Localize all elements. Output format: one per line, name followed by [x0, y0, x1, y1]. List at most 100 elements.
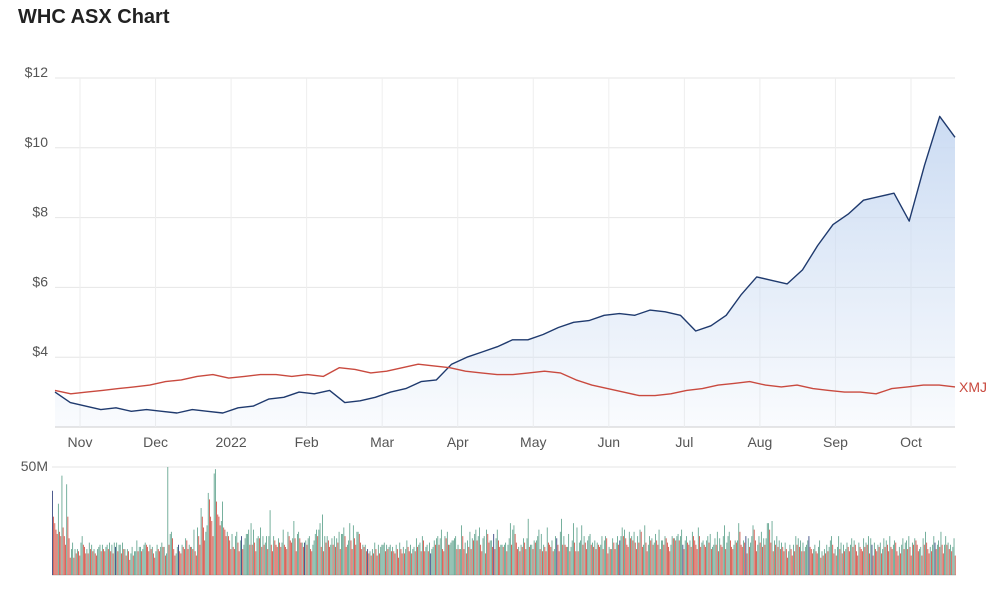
- volume-bar: [138, 546, 140, 575]
- volume-bar: [67, 516, 69, 575]
- volume-bar: [658, 529, 660, 575]
- volume-bar: [272, 551, 273, 575]
- volume-bar: [850, 544, 851, 575]
- price-x-tick-label: Dec: [143, 434, 168, 450]
- volume-bar: [118, 544, 120, 575]
- volume-bar: [318, 529, 320, 575]
- volume-bar: [542, 551, 543, 575]
- volume-bar: [557, 544, 559, 575]
- volume-bar: [921, 555, 923, 575]
- volume-bar: [260, 527, 261, 575]
- volume-bar: [935, 549, 937, 575]
- volume-bar: [567, 546, 568, 575]
- volume-bar: [436, 538, 438, 575]
- volume-bar: [455, 536, 457, 575]
- volume-bar: [320, 546, 322, 575]
- volume-bar: [178, 544, 179, 575]
- volume-bar: [499, 546, 501, 575]
- volume-bar: [413, 546, 415, 575]
- volume-bar: [135, 551, 137, 575]
- volume-bar: [407, 546, 409, 575]
- volume-bar: [429, 542, 430, 575]
- volume-bar: [391, 551, 392, 575]
- volume-bar: [363, 546, 365, 575]
- volume-bar: [298, 531, 300, 575]
- volume-bar: [802, 542, 804, 575]
- volume-bar: [285, 546, 286, 575]
- volume-bar: [562, 544, 564, 575]
- volume-bar: [256, 538, 258, 575]
- volume-bar: [145, 544, 147, 575]
- volume-bar: [100, 551, 102, 575]
- volume-bar: [230, 549, 232, 575]
- volume-bar: [538, 529, 540, 575]
- volume-bar: [531, 544, 533, 575]
- volume-bar: [526, 538, 528, 575]
- volume-bar: [157, 549, 159, 575]
- volume-bar: [134, 551, 135, 575]
- volume-bar: [860, 549, 862, 575]
- volume-bar: [511, 544, 512, 575]
- volume-bar: [293, 521, 295, 575]
- volume-bar: [488, 542, 490, 575]
- volume-bar: [895, 542, 897, 575]
- volume-bar: [179, 551, 181, 575]
- volume-bar: [732, 549, 734, 575]
- volume-bar: [450, 542, 452, 575]
- volume-bar: [332, 544, 334, 575]
- volume-bar: [665, 538, 667, 575]
- volume-bar: [278, 538, 279, 575]
- volume-bar: [75, 553, 77, 575]
- volume-bar: [335, 546, 336, 575]
- volume-bar: [705, 546, 706, 575]
- price-y-tick-label: $4: [32, 343, 48, 359]
- volume-bar: [235, 536, 237, 575]
- volume-bar: [572, 523, 574, 575]
- price-x-tick-label: Aug: [747, 434, 772, 450]
- volume-bar: [891, 549, 893, 575]
- volume-bar: [150, 549, 152, 575]
- volume-bar: [370, 555, 372, 575]
- volume-bar: [62, 527, 64, 575]
- volume-bar: [125, 555, 127, 575]
- volume-bar: [690, 546, 692, 575]
- volume-bar: [938, 540, 939, 575]
- volume-bar: [154, 557, 156, 575]
- volume-bar: [840, 542, 842, 575]
- volume-bar: [432, 546, 434, 575]
- volume-bar: [702, 540, 704, 575]
- price-x-axis: Nov Dec 2022 Feb Mar Apr May Jun Jul Aug Sep Oct: [68, 434, 922, 450]
- volume-bar: [52, 490, 53, 575]
- volume-bar: [700, 546, 702, 575]
- volume-bar: [676, 536, 678, 575]
- volume-bar: [779, 549, 781, 575]
- volume-bar: [514, 533, 516, 575]
- volume-bar: [184, 549, 185, 575]
- volume-bar: [241, 536, 242, 575]
- volume-bar: [345, 546, 347, 575]
- volume-bar: [532, 549, 534, 575]
- volume-bar: [348, 540, 350, 575]
- volume-bar: [379, 553, 380, 575]
- volume-bar: [919, 549, 920, 575]
- volume-bar: [879, 542, 881, 575]
- volume-bar: [376, 555, 378, 575]
- volume-bar: [299, 538, 301, 575]
- volume-bar: [490, 540, 492, 575]
- volume-bar: [398, 557, 399, 575]
- volume-bar: [368, 553, 370, 575]
- volume-bar: [716, 531, 718, 575]
- volume-bar: [91, 544, 93, 575]
- volume-bar: [655, 533, 656, 575]
- volume-bar: [337, 542, 339, 575]
- volume-bar: [431, 549, 433, 575]
- volume-bar: [739, 531, 741, 575]
- volume-bar: [854, 544, 856, 575]
- volume-bar: [435, 544, 436, 575]
- volume-bar: [262, 536, 264, 575]
- volume-bar: [197, 527, 198, 575]
- volume-bar: [311, 551, 313, 575]
- volume-bar: [60, 536, 62, 575]
- volume-bar: [725, 549, 727, 575]
- volume-bar: [496, 529, 498, 575]
